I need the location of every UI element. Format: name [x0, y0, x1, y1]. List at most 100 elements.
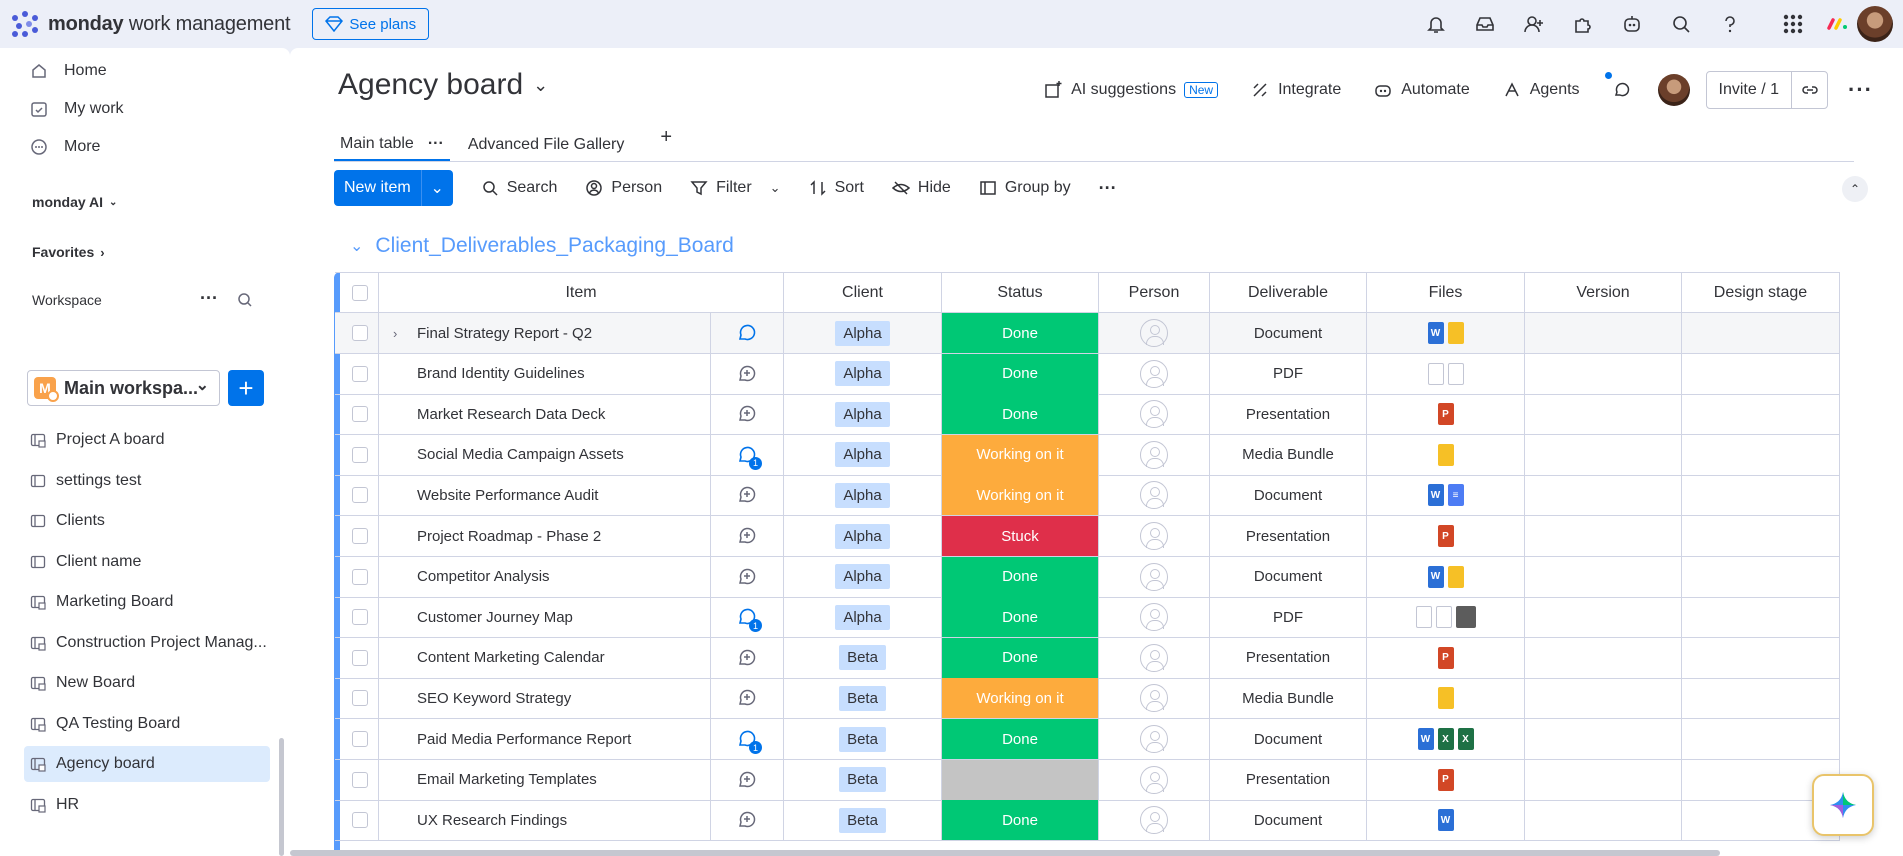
add-update-icon[interactable]: [736, 687, 758, 709]
workspace-dropdown[interactable]: M Main workspa... ⌄: [27, 370, 220, 406]
notifications-bell-icon[interactable]: [1411, 0, 1460, 48]
updates-cell[interactable]: [711, 637, 784, 678]
group-header[interactable]: ⌄ Client_Deliverables_Packaging_Board: [350, 234, 734, 258]
row-checkbox[interactable]: [351, 690, 368, 707]
person-cell[interactable]: [1099, 434, 1210, 475]
tab-options-icon[interactable]: ···: [427, 134, 444, 152]
row-select-cell[interactable]: [335, 759, 379, 800]
client-cell[interactable]: Beta: [784, 759, 942, 800]
sidebar-board-item[interactable]: HR: [24, 787, 270, 823]
row-select-cell[interactable]: [335, 556, 379, 597]
updates-chat-button[interactable]: [1612, 80, 1632, 100]
add-view-icon[interactable]: +: [660, 126, 673, 148]
file-pdf-icon[interactable]: [1427, 362, 1444, 385]
client-cell[interactable]: Alpha: [784, 434, 942, 475]
row-select-cell[interactable]: [335, 597, 379, 638]
sidebar-board-item[interactable]: QA Testing Board: [24, 706, 270, 742]
filter-button[interactable]: Filter ⌄: [690, 179, 781, 197]
deliverable-cell[interactable]: Document: [1210, 556, 1367, 597]
files-cell[interactable]: [1367, 353, 1525, 394]
design-stage-cell[interactable]: [1682, 353, 1840, 394]
table-row[interactable]: SEO Keyword Strategy Beta Working on it Med…: [335, 678, 1840, 720]
person-cell[interactable]: [1099, 556, 1210, 597]
client-cell[interactable]: Beta: [784, 678, 942, 719]
column-header-item[interactable]: Item: [379, 273, 784, 313]
item-name-cell[interactable]: Content Marketing Calendar: [379, 637, 711, 678]
updates-cell[interactable]: [711, 516, 784, 556]
deliverable-cell[interactable]: Presentation: [1210, 637, 1367, 678]
help-icon[interactable]: [1705, 0, 1754, 48]
deliverable-cell[interactable]: Document: [1210, 475, 1367, 516]
sidebar-board-item[interactable]: Client name: [24, 544, 270, 580]
tab-advanced-file-gallery[interactable]: Advanced File Gallery: [462, 120, 631, 161]
row-select-cell[interactable]: [335, 475, 379, 516]
client-cell[interactable]: Alpha: [784, 516, 942, 556]
collapse-header-icon[interactable]: ⌃: [1842, 176, 1868, 202]
file-yellow-icon[interactable]: [1437, 443, 1454, 466]
add-update-icon[interactable]: [736, 647, 758, 669]
deliverable-cell[interactable]: Media Bundle: [1210, 678, 1367, 719]
workspace-options-icon[interactable]: ···: [200, 288, 218, 308]
file-docs-icon[interactable]: ≡: [1447, 484, 1464, 507]
files-cell[interactable]: W ≡: [1367, 475, 1525, 516]
deliverable-cell[interactable]: Presentation: [1210, 759, 1367, 800]
sidebar-board-item[interactable]: settings test: [24, 463, 270, 499]
chevron-down-icon[interactable]: ⌄: [350, 238, 364, 255]
search-icon[interactable]: [1656, 0, 1705, 48]
file-ppt-icon[interactable]: P: [1437, 525, 1454, 547]
add-workspace-item-button[interactable]: +: [228, 370, 264, 406]
board-title[interactable]: Agency board ⌄: [338, 68, 548, 102]
deliverable-cell[interactable]: PDF: [1210, 597, 1367, 638]
updates-cell[interactable]: 1: [711, 597, 784, 638]
file-img-icon[interactable]: [1455, 606, 1476, 629]
sidebar-board-item[interactable]: Clients: [24, 503, 270, 539]
file-yellow-icon[interactable]: [1437, 687, 1454, 710]
row-select-cell[interactable]: [335, 637, 379, 678]
sort-button[interactable]: Sort: [809, 179, 864, 197]
status-cell[interactable]: Done: [942, 313, 1099, 353]
add-update-icon[interactable]: [736, 809, 758, 831]
status-cell[interactable]: Working on it: [942, 475, 1099, 516]
status-cell[interactable]: Done: [942, 556, 1099, 597]
person-filter-button[interactable]: Person: [585, 179, 662, 197]
file-pdf-icon[interactable]: [1435, 606, 1452, 629]
client-cell[interactable]: Alpha: [784, 597, 942, 638]
new-item-button[interactable]: New item ⌄: [334, 170, 453, 206]
see-plans-button[interactable]: See plans: [312, 8, 430, 40]
status-cell[interactable]: Done: [942, 597, 1099, 638]
sidebar-board-item[interactable]: New Board: [24, 665, 270, 701]
apps-puzzle-icon[interactable]: [1558, 0, 1607, 48]
sidebar-board-item[interactable]: Agency board: [24, 746, 270, 782]
updates-cell[interactable]: [711, 475, 784, 516]
updates-cell[interactable]: [711, 313, 784, 353]
version-cell[interactable]: [1525, 719, 1682, 759]
client-cell[interactable]: Alpha: [784, 556, 942, 597]
file-word-icon[interactable]: W: [1417, 728, 1434, 750]
version-cell[interactable]: [1525, 475, 1682, 516]
updates-cell[interactable]: 1: [711, 434, 784, 475]
updates-cell[interactable]: [711, 353, 784, 394]
row-checkbox[interactable]: [351, 365, 368, 382]
invite-button[interactable]: Invite / 1: [1705, 71, 1829, 109]
row-select-cell[interactable]: [335, 516, 379, 556]
person-cell[interactable]: [1099, 394, 1210, 435]
file-word-icon[interactable]: W: [1437, 809, 1454, 832]
user-avatar[interactable]: [1857, 6, 1893, 42]
status-cell[interactable]: Done: [942, 637, 1099, 678]
files-cell[interactable]: [1367, 678, 1525, 719]
row-checkbox[interactable]: [351, 609, 368, 626]
table-row[interactable]: Project Roadmap - Phase 2 Alpha Stuck Prese…: [335, 516, 1840, 557]
client-cell[interactable]: Beta: [784, 800, 942, 841]
column-header-deliverable[interactable]: Deliverable: [1210, 273, 1367, 313]
deliverable-cell[interactable]: PDF: [1210, 353, 1367, 394]
person-cell[interactable]: [1099, 353, 1210, 394]
client-cell[interactable]: Alpha: [784, 353, 942, 394]
person-cell[interactable]: [1099, 597, 1210, 638]
table-row[interactable]: Paid Media Performance Report 1 Beta Done Do…: [335, 719, 1840, 760]
horizontal-scrollbar[interactable]: [290, 850, 1720, 856]
files-cell[interactable]: P: [1367, 516, 1525, 556]
updates-icon[interactable]: [736, 322, 758, 344]
nav-my-work[interactable]: My work: [30, 100, 124, 118]
version-cell[interactable]: [1525, 353, 1682, 394]
row-checkbox[interactable]: [351, 406, 368, 423]
